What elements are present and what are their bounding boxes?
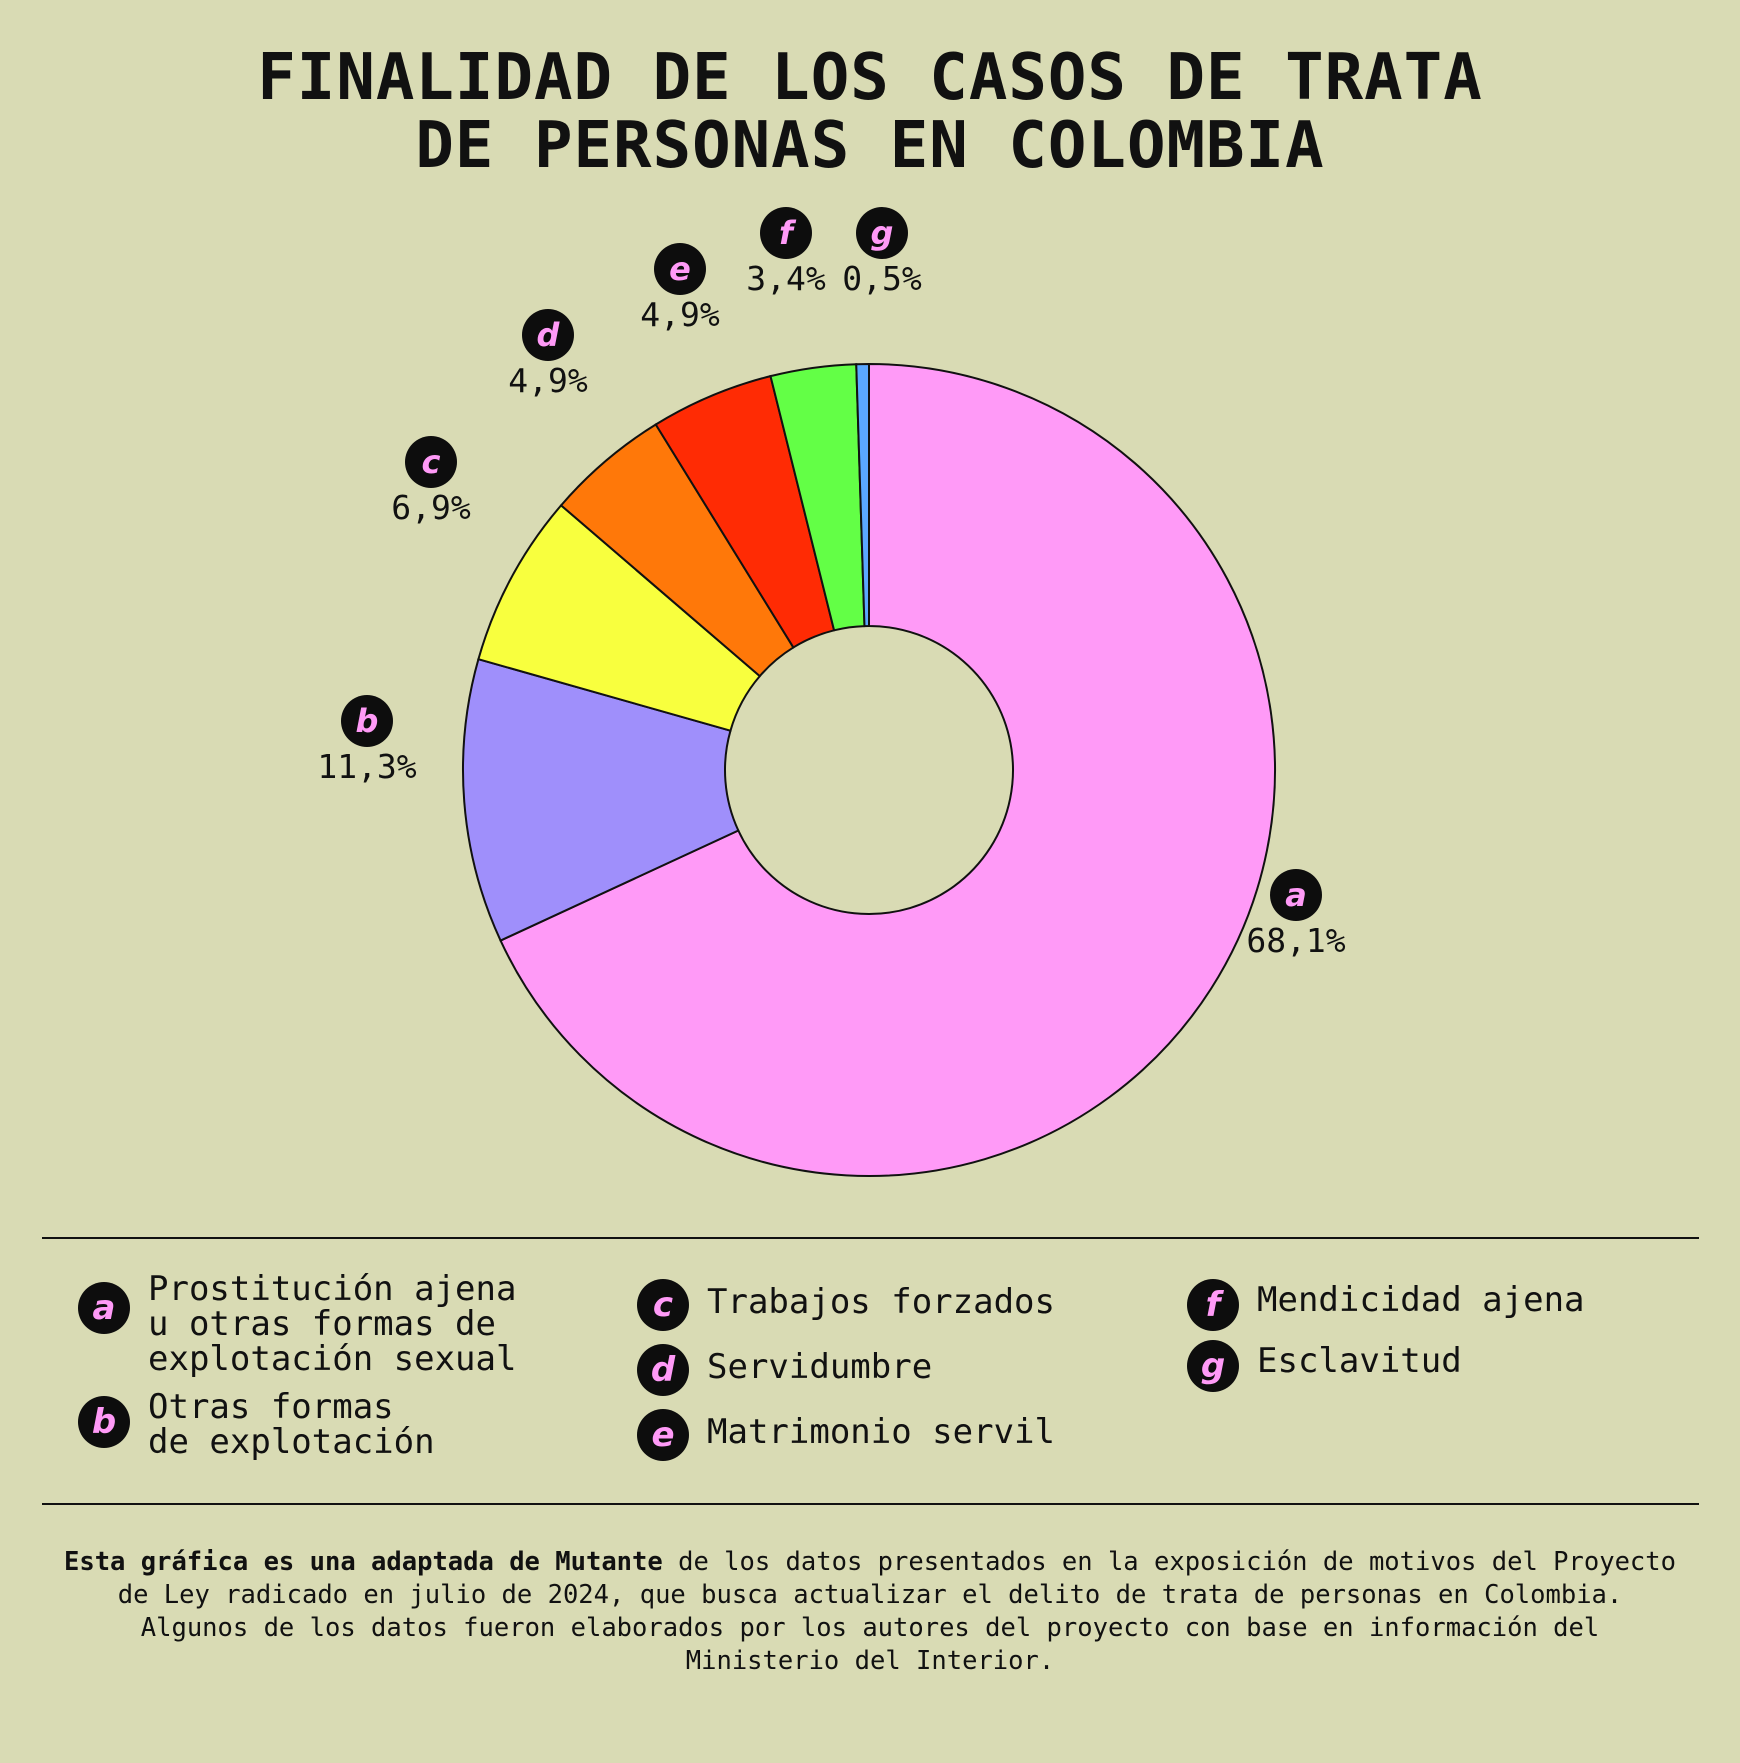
pie-slice-b [462,657,740,942]
legend-item-d: d Servidumbre [637,1344,932,1396]
legend-label-f: Mendicidad ajena [1257,1280,1585,1320]
legend-item-f: f Mendicidad ajena [1187,1279,1585,1331]
slice-label-b: b 11,3% [317,695,417,786]
slice-value-c: 6,9% [391,488,471,527]
slice-value-f: 3,4% [746,259,826,298]
legend-label-d: Servidumbre [707,1347,933,1387]
footnote-bold: Esta gráfica es una adaptada de Mutante [63,1547,663,1577]
slice-letter-b: b [356,702,379,740]
source-footnote: Esta gráfica es una adaptada de Mutante … [60,1546,1680,1678]
slice-letter-f: f [779,214,797,252]
slice-label-c: c 6,9% [391,436,471,527]
chart-title-line-1: FINALIDAD DE LOS CASOS DE TRATA [257,41,1483,115]
slice-label-g: g 0,5% [842,207,922,298]
pie-slice-g [855,362,870,628]
legend-label-c: Trabajos forzados [707,1282,1055,1322]
legend-label-e: Matrimonio servil [707,1412,1055,1452]
legend-label-b: Otras formas de explotación [148,1387,435,1462]
legend-item-a: a Prostitución ajena u otras formas de e… [78,1272,516,1377]
slice-value-g: 0,5% [842,259,922,298]
slice-badge-c [405,436,457,488]
slice-label-a: a 68,1% [1246,869,1346,960]
slice-badge-d [522,309,574,361]
slice-letter-a: a [1285,876,1307,914]
slice-label-d: d 4,9% [508,309,588,400]
slice-badge-f [760,207,812,259]
slice-letter-d: d [537,316,561,354]
chart-title: FINALIDAD DE LOS CASOS DE TRATA DE PERSO… [0,44,1740,180]
slice-value-e: 4,9% [640,295,720,334]
footnote-text: de los datos presentados en la exposició… [117,1547,1676,1676]
slice-badge-b [341,695,393,747]
legend-item-b: b Otras formas de explotación [78,1390,435,1460]
legend-bottom-divider [42,1503,1699,1505]
legend-badge-g: g [1187,1340,1239,1392]
chart-title-line-2: DE PERSONAS EN COLOMBIA [415,109,1325,183]
legend-badge-b: b [78,1396,130,1448]
legend-badge-e: e [637,1409,689,1461]
legend-badge-f: f [1187,1279,1239,1331]
legend-item-c: c Trabajos forzados [637,1279,1055,1331]
slice-letter-c: c [422,443,441,481]
legend-badge-a: a [78,1282,130,1334]
slice-value-b: 11,3% [317,747,416,786]
legend-label-g: Esclavitud [1257,1341,1462,1381]
legend-top-divider [42,1237,1699,1239]
slice-label-e: e 4,9% [640,243,720,334]
legend-item-e: e Matrimonio servil [637,1409,1055,1461]
slice-badge-a [1270,869,1322,921]
slice-value-d: 4,9% [508,361,588,400]
donut-chart: a 68,1% b 11,3% c 6,9% d 4,9% e 4,9% f 3,4% g 0,5% [317,207,1346,1177]
legend-item-g: g Esclavitud [1187,1340,1462,1392]
pie-slice-a [499,362,1276,1177]
slice-badge-e [654,243,706,295]
legend-label-a: Prostitución ajena u otras formas de exp… [148,1269,517,1379]
slice-value-a: 68,1% [1246,921,1345,960]
slice-label-f: f 3,4% [746,207,826,298]
slice-letter-g: g [871,214,894,252]
slice-letter-e: e [669,250,691,288]
legend-badge-c: c [637,1279,689,1331]
legend-badge-d: d [637,1344,689,1396]
slice-badge-g [856,207,908,259]
